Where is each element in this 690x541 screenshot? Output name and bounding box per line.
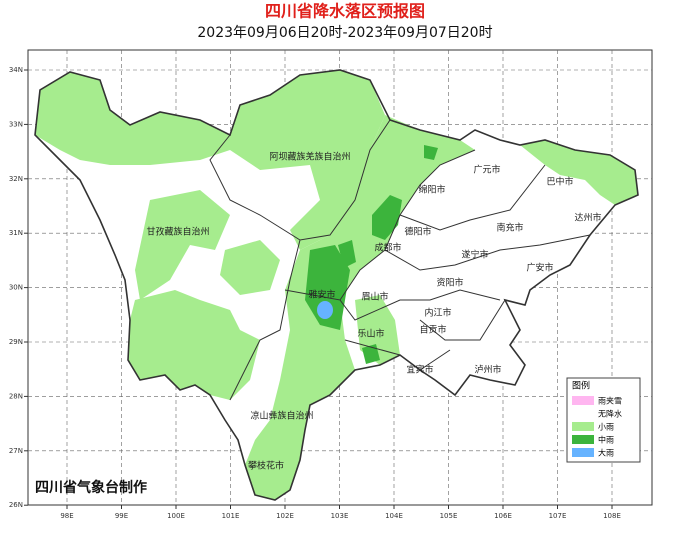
region-label: 成都市 xyxy=(374,242,401,254)
legend-label: 中雨 xyxy=(598,435,614,445)
region-label: 绵阳市 xyxy=(418,184,445,196)
legend-label: 无降水 xyxy=(598,409,622,419)
region-label: 南充市 xyxy=(496,222,523,234)
heavy-rain-area xyxy=(317,301,333,319)
legend-swatch xyxy=(572,435,594,444)
legend-swatch xyxy=(572,422,594,431)
lat-label: 26N xyxy=(9,501,23,509)
region-label: 广元市 xyxy=(473,164,500,176)
lon-label: 104E xyxy=(385,512,403,520)
lon-label: 105E xyxy=(440,512,458,520)
moderate-rain-area xyxy=(338,240,356,268)
subtitle: 2023年09月06日20时-2023年09月07日20时 xyxy=(197,25,492,41)
title: 四川省降水落区预报图 xyxy=(265,2,425,21)
lat-label: 31N xyxy=(9,229,23,237)
lat-label: 28N xyxy=(9,392,23,400)
light-rain-area xyxy=(128,290,260,400)
region-label: 阿坝藏族羌族自治州 xyxy=(269,151,350,163)
region-label: 达州市 xyxy=(574,212,601,224)
lat-label: 27N xyxy=(9,447,23,455)
legend: 图例 雨夹雪 无降水 小雨 中雨 大雨 xyxy=(566,377,641,463)
lon-label: 108E xyxy=(603,512,621,520)
lon-label: 103E xyxy=(331,512,349,520)
lon-label: 99E xyxy=(115,512,128,520)
lat-label: 33N xyxy=(9,120,23,128)
legend-label: 小雨 xyxy=(598,423,614,432)
province xyxy=(34,69,639,501)
lon-label: 100E xyxy=(167,512,185,520)
region-label: 资阳市 xyxy=(436,277,463,289)
credit: 四川省气象台制作 xyxy=(35,479,147,496)
region-label: 广安市 xyxy=(526,262,553,274)
lon-label: 98E xyxy=(60,512,73,520)
region-label: 内江市 xyxy=(424,307,451,319)
legend-swatch xyxy=(572,448,594,457)
region-label: 遂宁市 xyxy=(461,249,488,261)
light-rain-area xyxy=(135,190,230,300)
legend-title: 图例 xyxy=(572,380,590,392)
region-labels: 阿坝藏族羌族自治州 广元市 巴中市 绵阳市 达州市 甘孜藏族自治州 德阳市 南充… xyxy=(146,151,601,472)
lat-label: 32N xyxy=(9,175,23,183)
lat-label: 30N xyxy=(9,284,23,292)
region-label: 德阳市 xyxy=(404,226,431,238)
moderate-rain-area xyxy=(305,245,350,330)
lon-label: 102E xyxy=(276,512,294,520)
lon-label: 106E xyxy=(494,512,512,520)
region-label: 攀枝花市 xyxy=(248,460,284,472)
lat-label: 34N xyxy=(9,66,23,74)
region-label: 眉山市 xyxy=(361,291,388,303)
region-label: 凉山彝族自治州 xyxy=(250,410,313,422)
legend-label: 雨夹雪 xyxy=(598,396,622,406)
region-label: 自贡市 xyxy=(419,324,446,336)
legend-label: 大雨 xyxy=(598,448,614,458)
moderate-rain-area xyxy=(424,145,438,160)
lon-label: 101E xyxy=(222,512,240,520)
region-label: 宜宾市 xyxy=(406,364,433,376)
region-label: 甘孜藏族自治州 xyxy=(146,226,209,238)
region-label: 雅安市 xyxy=(308,289,335,301)
light-rain-area xyxy=(35,70,385,250)
legend-swatch xyxy=(572,409,594,418)
light-rain-area xyxy=(220,240,280,295)
moderate-rain-area xyxy=(362,344,380,364)
lat-label: 29N xyxy=(9,338,23,346)
region-label: 泸州市 xyxy=(474,364,501,376)
light-rain-area xyxy=(245,115,475,500)
province-border xyxy=(34,69,639,501)
region-label: 乐山市 xyxy=(357,328,384,340)
lon-label: 107E xyxy=(549,512,567,520)
light-rain-area xyxy=(520,140,638,205)
region-label: 巴中市 xyxy=(546,176,573,188)
region-borders xyxy=(209,119,591,401)
legend-swatch xyxy=(572,396,594,405)
